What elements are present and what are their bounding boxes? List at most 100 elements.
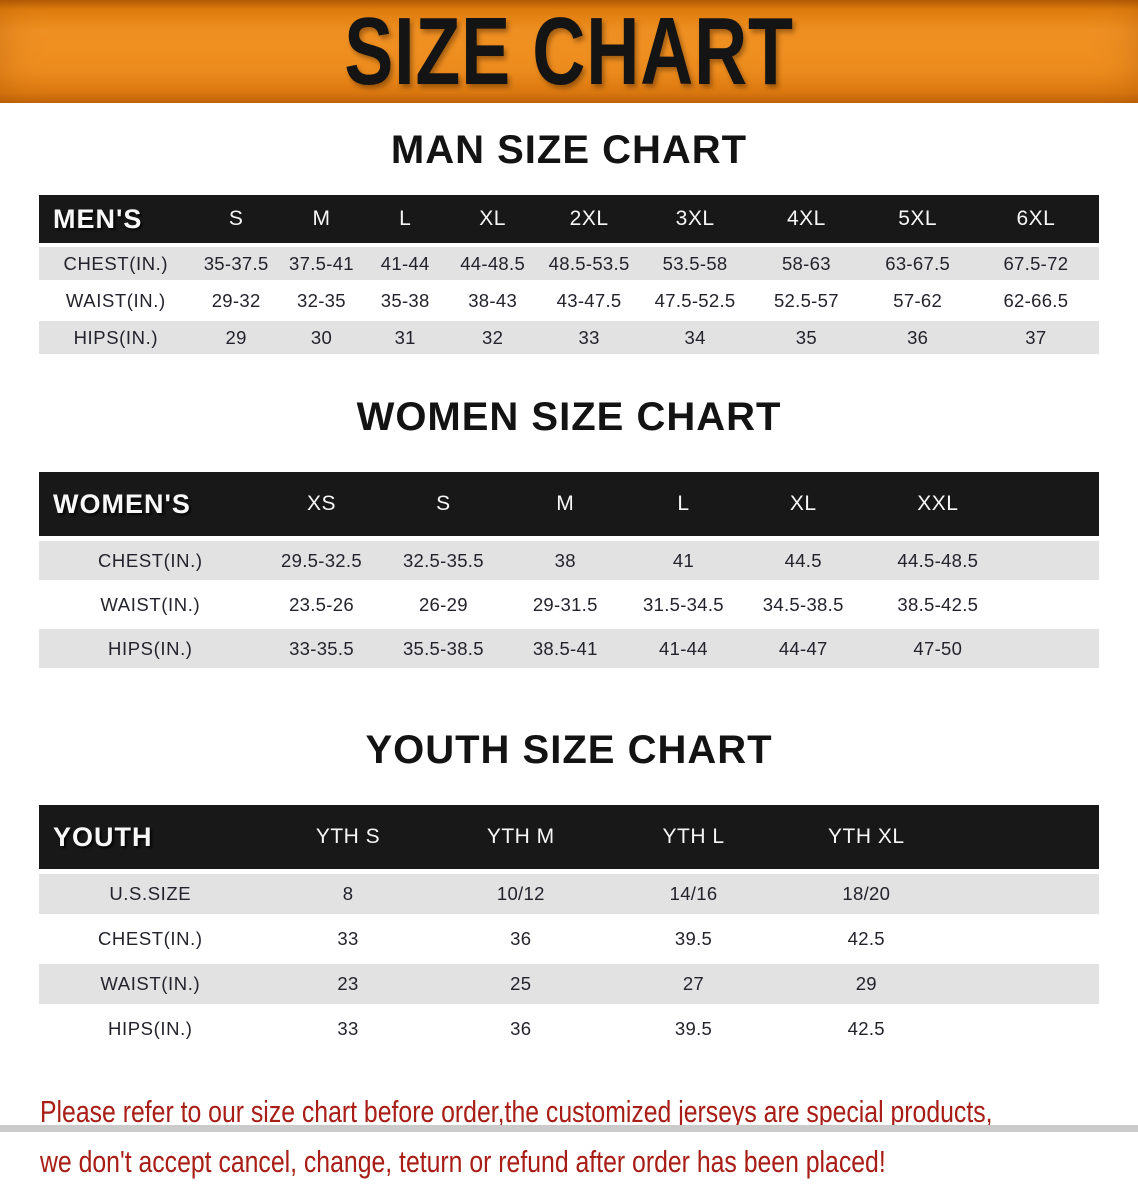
size-value-cell: 44-47	[741, 629, 865, 668]
size-value-cell: 35-38	[363, 284, 448, 317]
table-row: CHEST(IN.) 33 36 39.5 42.5	[39, 919, 1099, 959]
row-filler-cell	[952, 874, 1099, 914]
size-value-cell: 41-44	[625, 629, 742, 668]
size-value-cell: 44-48.5	[447, 247, 539, 280]
size-value-cell: 29	[192, 321, 280, 354]
size-value-cell: 67.5-72	[972, 247, 1099, 280]
size-value-cell: 29-32	[192, 284, 280, 317]
size-column-header: YTH L	[607, 805, 780, 869]
header-filler-cell	[952, 805, 1099, 869]
size-column-header: 5XL	[862, 195, 973, 243]
youth-size-section: YOUTH SIZE CHART YOUTH YTH S YTH M YTH L YTH…	[0, 729, 1138, 1054]
table-group-label: MEN'S	[39, 195, 193, 243]
size-column-header: 2XL	[538, 195, 640, 243]
size-value-cell: 29.5-32.5	[261, 541, 382, 580]
row-filler-cell	[1010, 585, 1099, 624]
size-value-cell: 32.5-35.5	[381, 541, 506, 580]
size-value-cell: 34	[639, 321, 751, 354]
measurement-label: WAIST(IN.)	[39, 585, 262, 624]
size-column-header: L	[363, 195, 448, 243]
youth-size-table: YOUTH YTH S YTH M YTH L YTH XL U.S.SIZE 8 10/12…	[39, 800, 1099, 1054]
size-value-cell: 35.5-38.5	[381, 629, 506, 668]
size-column-header: S	[192, 195, 280, 243]
measurement-label: CHEST(IN.)	[39, 541, 262, 580]
size-value-cell: 10/12	[434, 874, 608, 914]
size-value-cell: 53.5-58	[639, 247, 751, 280]
size-column-header: XS	[261, 472, 382, 536]
size-value-cell: 32	[447, 321, 539, 354]
row-filler-cell	[1010, 541, 1099, 580]
size-value-cell: 8	[261, 874, 435, 914]
bottom-edge-strip	[0, 1125, 1138, 1132]
measurement-label: CHEST(IN.)	[39, 919, 262, 959]
table-row: CHEST(IN.) 29.5-32.5 32.5-35.5 38 41 44.5 44.5…	[39, 541, 1099, 580]
size-column-header: XL	[741, 472, 865, 536]
size-column-header: XXL	[864, 472, 1011, 536]
disclaimer-line-1: Please refer to our size chart before or…	[40, 1094, 993, 1129]
size-value-cell: 33-35.5	[261, 629, 382, 668]
size-value-cell: 42.5	[779, 1009, 953, 1049]
row-filler-cell	[952, 964, 1099, 1004]
disclaimer-text: Please refer to our size chart before or…	[40, 1087, 993, 1187]
women-section-heading: WOMEN SIZE CHART	[356, 395, 782, 439]
measurement-label: WAIST(IN.)	[39, 284, 193, 317]
size-value-cell: 41-44	[363, 247, 448, 280]
size-value-cell: 63-67.5	[862, 247, 973, 280]
size-value-cell: 37.5-41	[279, 247, 364, 280]
size-value-cell: 58-63	[750, 247, 863, 280]
size-value-cell: 38.5-41	[505, 629, 626, 668]
size-column-header: L	[625, 472, 742, 536]
size-column-header: 4XL	[750, 195, 863, 243]
size-column-header: 6XL	[972, 195, 1099, 243]
measurement-label: CHEST(IN.)	[39, 247, 193, 280]
size-value-cell: 41	[625, 541, 742, 580]
size-column-header: 3XL	[639, 195, 751, 243]
size-header-row: MEN'S S M L XL 2XL 3XL 4XL 5XL 6XL	[39, 195, 1099, 243]
size-value-cell: 25	[434, 964, 608, 1004]
size-value-cell: 39.5	[607, 919, 780, 959]
size-value-cell: 47.5-52.5	[639, 284, 751, 317]
size-value-cell: 52.5-57	[750, 284, 863, 317]
men-size-table: MEN'S S M L XL 2XL 3XL 4XL 5XL 6XL CHEST(IN.) 35-37…	[39, 191, 1099, 358]
size-value-cell: 36	[862, 321, 973, 354]
size-value-cell: 29	[779, 964, 953, 1004]
size-column-header: M	[279, 195, 364, 243]
size-value-cell: 47-50	[864, 629, 1011, 668]
size-value-cell: 33	[538, 321, 640, 354]
size-value-cell: 62-66.5	[972, 284, 1099, 317]
size-chart-banner: SIZE CHART	[0, 0, 1138, 103]
table-row: HIPS(IN.) 33-35.5 35.5-38.5 38.5-41 41-44 44-…	[39, 629, 1099, 668]
size-value-cell: 39.5	[607, 1009, 780, 1049]
women-size-section: WOMEN SIZE CHART WOMEN'S XS S M L XL XXL CHEST(…	[0, 396, 1138, 673]
table-row: HIPS(IN.) 29 30 31 32 33 34 35 36 37	[39, 321, 1099, 354]
size-value-cell: 35	[750, 321, 863, 354]
size-value-cell: 27	[607, 964, 780, 1004]
size-value-cell: 29-31.5	[505, 585, 626, 624]
men-section-heading: MAN SIZE CHART	[390, 128, 748, 172]
size-value-cell: 35-37.5	[192, 247, 280, 280]
size-value-cell: 38.5-42.5	[864, 585, 1011, 624]
size-value-cell: 44.5	[741, 541, 865, 580]
row-filler-cell	[952, 919, 1099, 959]
row-filler-cell	[1010, 629, 1099, 668]
measurement-label: U.S.SIZE	[39, 874, 262, 914]
table-row: CHEST(IN.) 35-37.5 37.5-41 41-44 44-48.5 48.5…	[39, 247, 1099, 280]
size-column-header: YTH S	[261, 805, 435, 869]
size-value-cell: 33	[261, 919, 435, 959]
size-column-header: YTH M	[434, 805, 608, 869]
size-value-cell: 42.5	[779, 919, 953, 959]
size-value-cell: 48.5-53.5	[538, 247, 640, 280]
header-filler-cell	[1010, 472, 1099, 536]
size-value-cell: 14/16	[607, 874, 780, 914]
size-column-header: YTH XL	[779, 805, 953, 869]
size-header-row: YOUTH YTH S YTH M YTH L YTH XL	[39, 805, 1099, 869]
size-value-cell: 38	[505, 541, 626, 580]
measurement-label: WAIST(IN.)	[39, 964, 262, 1004]
size-value-cell: 33	[261, 1009, 435, 1049]
size-column-header: S	[381, 472, 506, 536]
table-group-label: YOUTH	[39, 805, 262, 869]
size-value-cell: 23	[261, 964, 435, 1004]
size-value-cell: 31.5-34.5	[625, 585, 742, 624]
size-value-cell: 38-43	[447, 284, 539, 317]
table-row: WAIST(IN.) 29-32 32-35 35-38 38-43 43-47.5 47.…	[39, 284, 1099, 317]
